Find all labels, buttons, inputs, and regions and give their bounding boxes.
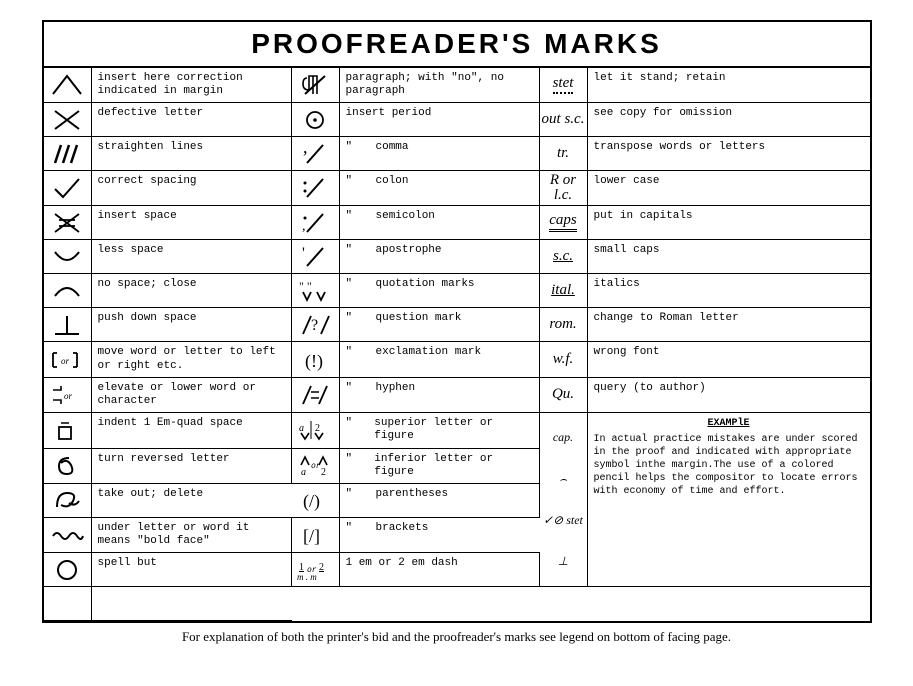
description-cell: query (to author) xyxy=(588,378,870,413)
description-cell: no space; close xyxy=(92,274,292,308)
description-cell: "hyphen xyxy=(340,378,540,413)
symbol-cell xyxy=(292,206,340,240)
symbol-cell xyxy=(44,206,92,240)
symbol-cell: Qu. xyxy=(540,378,588,413)
symbol-cell xyxy=(292,342,340,377)
description-cell: "question mark xyxy=(340,308,540,342)
description-cell: put in capitals xyxy=(588,206,870,240)
description-cell: insert here correction indicated in marg… xyxy=(92,68,292,103)
description-cell: "colon xyxy=(340,171,540,206)
symbol-cell xyxy=(44,342,92,377)
symbol-cell: out s.c. xyxy=(540,103,588,137)
description-cell: see copy for omission xyxy=(588,103,870,137)
symbol-cell xyxy=(292,518,340,553)
description-cell: "exclamation mark xyxy=(340,342,540,377)
symbol-cell: stet xyxy=(540,68,588,103)
symbol-cell xyxy=(292,378,340,413)
symbol-cell xyxy=(292,171,340,206)
footnote: For explanation of both the printer's bi… xyxy=(42,623,872,645)
description-cell: straighten lines xyxy=(92,137,292,171)
symbol-cell xyxy=(44,308,92,342)
description-cell: change to Roman letter xyxy=(588,308,870,342)
description-cell: wrong font xyxy=(588,342,870,377)
description-cell: "brackets xyxy=(340,518,540,553)
empty-cell xyxy=(92,587,292,621)
description-cell: "quotation marks xyxy=(340,274,540,308)
empty-cell xyxy=(44,587,92,621)
description-cell: spell but xyxy=(92,553,292,587)
symbol-cell: ital. xyxy=(540,274,588,308)
description-cell: less space xyxy=(92,240,292,274)
description-cell: "semicolon xyxy=(340,206,540,240)
symbol-cell xyxy=(44,413,92,448)
symbol-cell xyxy=(292,240,340,274)
symbol-cell xyxy=(292,137,340,171)
symbol-cell xyxy=(292,68,340,103)
symbol-cell xyxy=(292,274,340,308)
symbol-cell xyxy=(44,378,92,413)
symbol-cell: w.f. xyxy=(540,342,588,377)
description-cell: insert period xyxy=(340,103,540,137)
description-cell: italics xyxy=(588,274,870,308)
symbol-cell xyxy=(44,240,92,274)
marks-table: insert here correction indicated in marg… xyxy=(44,68,870,621)
symbol-cell: s.c. xyxy=(540,240,588,274)
symbol-cell xyxy=(292,413,340,448)
description-cell: "superior letter or figure xyxy=(340,413,540,448)
example-margin-symbol: cap. xyxy=(553,430,573,445)
symbol-cell: rom. xyxy=(540,308,588,342)
symbol-cell: caps xyxy=(540,206,588,240)
description-cell: take out; delete xyxy=(92,484,292,518)
example-block: EXAMPlE In actual practice mistakes are … xyxy=(588,413,870,587)
description-cell: indent 1 Em-quad space xyxy=(92,413,292,448)
description-cell: lower case xyxy=(588,171,870,206)
example-body: In actual practice mistakes are under sc… xyxy=(594,433,864,498)
description-cell: turn reversed letter xyxy=(92,449,292,484)
description-cell: small caps xyxy=(588,240,870,274)
description-cell: let it stand; retain xyxy=(588,68,870,103)
symbol-cell xyxy=(44,171,92,206)
symbol-cell xyxy=(292,103,340,137)
symbol-cell xyxy=(292,449,340,484)
description-cell: transpose words or letters xyxy=(588,137,870,171)
description-cell: "comma xyxy=(340,137,540,171)
description-cell: correct spacing xyxy=(92,171,292,206)
description-cell: "apostrophe xyxy=(340,240,540,274)
page-title: PROOFREADER'S MARKS xyxy=(44,22,870,68)
description-cell: move word or letter to left or right etc… xyxy=(92,342,292,377)
description-cell: push down space xyxy=(92,308,292,342)
symbol-cell: R or l.c. xyxy=(540,171,588,206)
description-cell: 1 em or 2 em dash xyxy=(340,553,540,587)
description-cell: paragraph; with "no", no paragraph xyxy=(340,68,540,103)
example-margin-column: cap. ⌢ ✓⊘ stet ⊥ xyxy=(540,413,588,587)
example-margin-symbol: ✓⊘ stet xyxy=(543,513,583,528)
example-margin-symbol: ⊥ xyxy=(558,554,568,569)
symbol-cell: tr. xyxy=(540,137,588,171)
description-cell: defective letter xyxy=(92,103,292,137)
symbol-cell xyxy=(292,308,340,342)
description-cell: under letter or word it means "bold face… xyxy=(92,518,292,553)
symbol-cell xyxy=(44,553,92,587)
symbol-cell xyxy=(44,137,92,171)
symbol-cell xyxy=(44,68,92,103)
symbol-cell xyxy=(44,103,92,137)
proofreaders-marks-card: PROOFREADER'S MARKS insert here correcti… xyxy=(42,20,872,623)
example-margin-symbol: ⌢ xyxy=(559,472,567,487)
symbol-cell xyxy=(44,484,92,518)
description-cell: "inferior letter or figure xyxy=(340,449,540,484)
example-heading: EXAMPlE xyxy=(594,417,864,430)
symbol-cell xyxy=(292,553,340,587)
symbol-cell xyxy=(44,449,92,484)
symbol-cell xyxy=(292,484,340,518)
symbol-cell xyxy=(44,518,92,553)
description-cell: insert space xyxy=(92,206,292,240)
description-cell: elevate or lower word or character xyxy=(92,378,292,413)
symbol-cell xyxy=(44,274,92,308)
description-cell: "parentheses xyxy=(340,484,540,518)
